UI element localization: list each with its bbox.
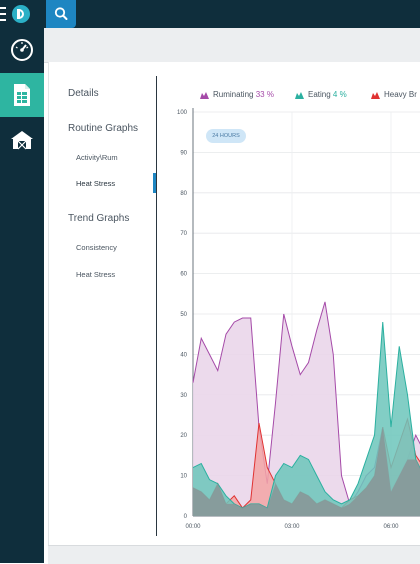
nav-routine-graphs[interactable]: Routine Graphs — [68, 123, 139, 134]
y-tick-label: 80 — [180, 191, 187, 197]
sidebar-item-farm[interactable] — [0, 118, 44, 162]
nav-item-consistency[interactable]: Consistency — [76, 243, 117, 252]
nav-active-marker — [153, 173, 156, 193]
document-icon — [14, 84, 30, 106]
search-icon — [54, 7, 68, 20]
activity-chart: 0 10 20 30 40 50 60 70 80 90 100 00:00 03:00 06:00 — [177, 108, 420, 530]
sidebar — [0, 28, 44, 563]
app-logo[interactable] — [0, 0, 44, 28]
area-swatch-icon — [200, 91, 209, 99]
legend-label: Heavy Br — [384, 90, 417, 99]
panel-footer — [48, 545, 420, 564]
y-tick-label: 30 — [180, 393, 187, 399]
legend-heavy-breathing[interactable]: Heavy Br — [371, 90, 417, 99]
sidebar-item-dashboard[interactable] — [0, 28, 44, 72]
barn-icon — [11, 131, 33, 150]
line-eating — [192, 322, 420, 509]
y-tick-label: 60 — [180, 272, 187, 278]
nav-divider — [156, 76, 157, 536]
y-tick-label: 40 — [180, 352, 187, 358]
range-badge-24h[interactable]: 24 HOURS — [206, 129, 246, 143]
legend-eating[interactable]: Eating 4 % — [295, 90, 347, 99]
nav-item-trend-heat-stress[interactable]: Heat Stress — [76, 270, 116, 279]
y-tick-label: 100 — [177, 110, 188, 116]
legend-ruminating[interactable]: Ruminating 33 % — [200, 90, 274, 99]
logo-icon — [12, 5, 30, 23]
nav-details[interactable]: Details — [68, 88, 99, 99]
sidebar-item-reports[interactable] — [0, 73, 44, 117]
y-tick-label: 90 — [180, 150, 187, 156]
y-tick-label: 20 — [180, 433, 187, 439]
area-ruminating — [193, 301, 420, 516]
legend-label: Eating — [308, 90, 331, 99]
area-swatch-icon — [371, 91, 380, 99]
area-overlap — [193, 427, 420, 516]
nav-item-heat-stress[interactable]: Heat Stress — [76, 179, 116, 188]
y-tick-label: 10 — [180, 474, 187, 480]
nav-trend-graphs[interactable]: Trend Graphs — [68, 213, 130, 224]
legend-label: Ruminating — [213, 90, 254, 99]
legend-value: 4 % — [332, 90, 347, 99]
gauge-icon — [11, 39, 33, 61]
page-header — [44, 28, 420, 63]
menu-icon[interactable] — [0, 7, 6, 21]
y-tick-label: 50 — [180, 312, 187, 318]
x-tick-label: 00:00 — [185, 524, 201, 530]
legend-value: 33 % — [255, 90, 274, 99]
y-tick-label: 70 — [180, 231, 187, 237]
y-tick-label: 0 — [184, 514, 188, 520]
x-tick-label: 06:00 — [383, 524, 399, 530]
x-tick-label: 03:00 — [284, 524, 300, 530]
area-swatch-icon — [295, 91, 304, 99]
nav-item-activity-rum[interactable]: Activity\Rum — [76, 153, 118, 162]
search-button[interactable] — [46, 0, 76, 28]
